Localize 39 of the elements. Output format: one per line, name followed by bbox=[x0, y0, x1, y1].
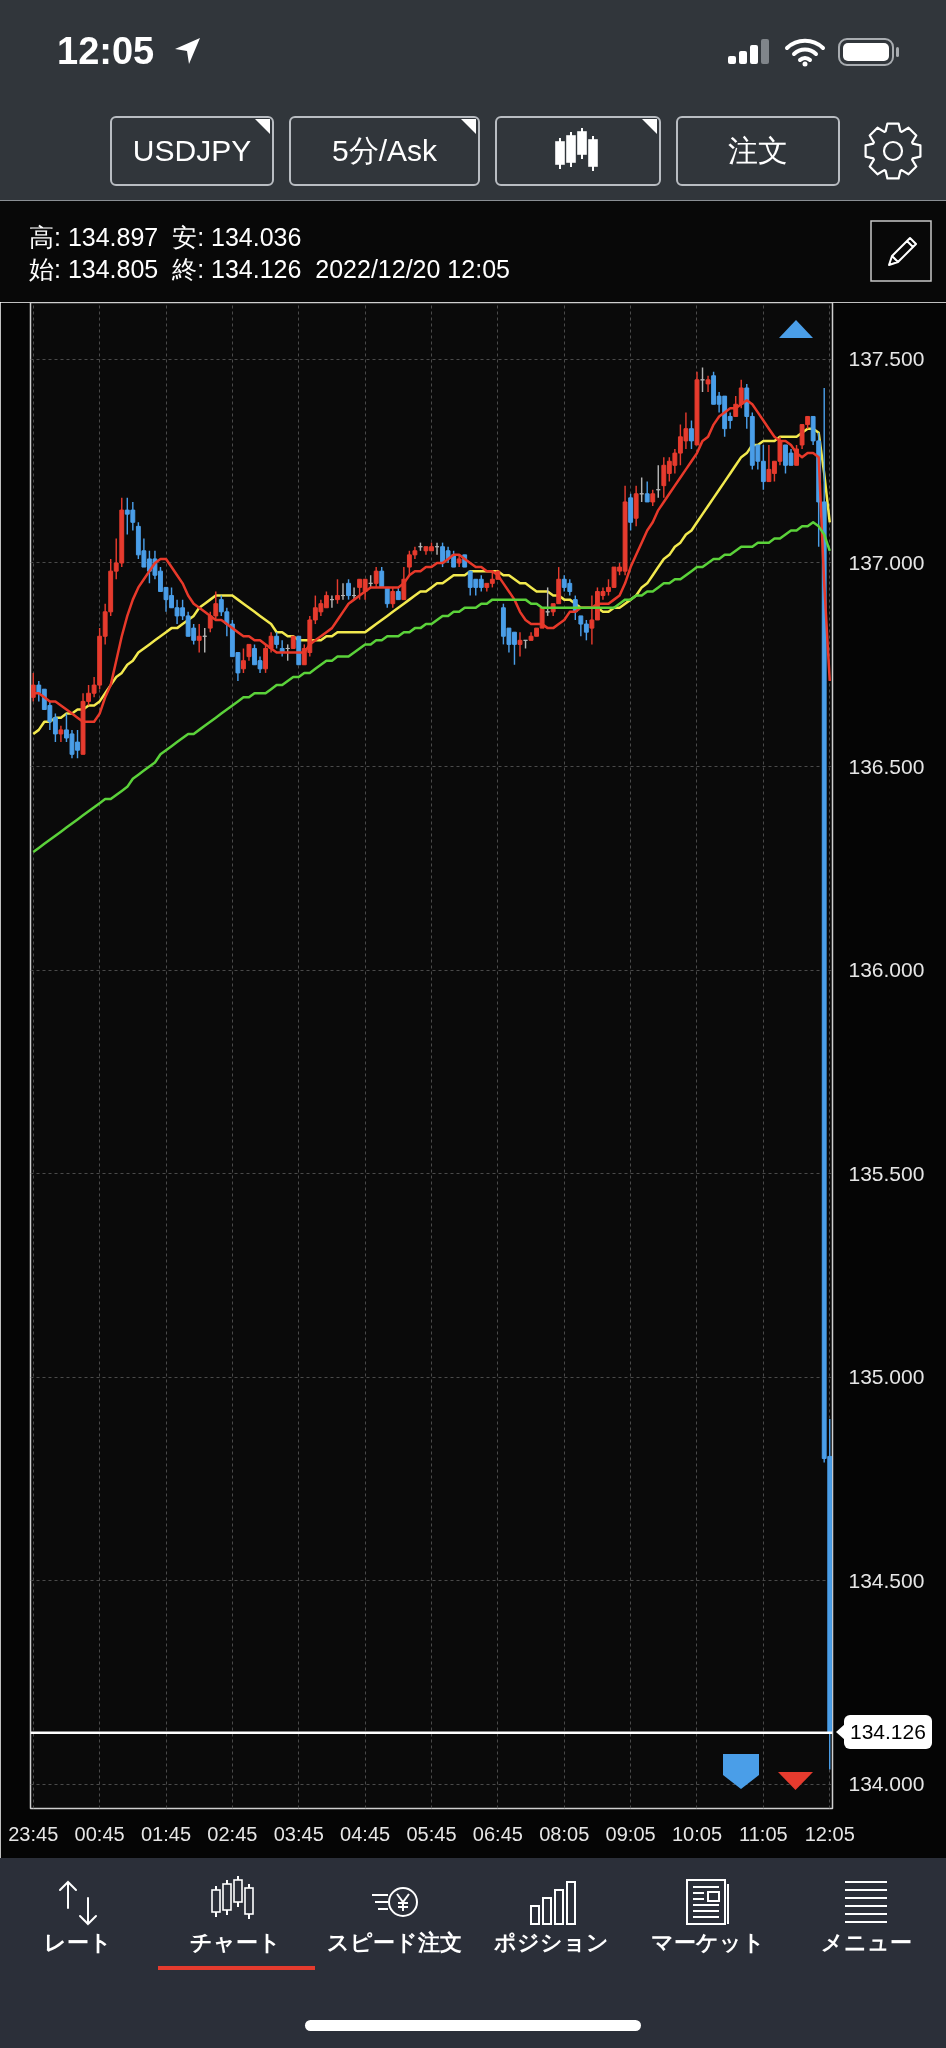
x-tick-label: 23:45 bbox=[8, 1822, 59, 1845]
y-tick-label: 134.000 bbox=[848, 1772, 925, 1796]
candlestick bbox=[517, 632, 523, 657]
y-tick-label: 136.000 bbox=[848, 958, 925, 982]
x-tick-label: 08:05 bbox=[539, 1822, 590, 1845]
x-tick-label: 00:45 bbox=[74, 1822, 125, 1845]
text: スピード注文 bbox=[325, 1929, 463, 1957]
y-tick-label: 136.500 bbox=[848, 754, 925, 778]
chart-subtitle: 5分/Ask bbox=[331, 132, 438, 169]
y-tick-label: 134.500 bbox=[848, 1568, 925, 1592]
button-symbol: USDJPY bbox=[110, 116, 274, 186]
text: 始: 134.805 終: 134.126 2022/12/20 12:05 bbox=[29, 254, 510, 284]
y-tick-label: 135.000 bbox=[848, 1365, 925, 1389]
chart-title: USDJPY bbox=[132, 132, 252, 169]
text: チャート bbox=[188, 1929, 282, 1957]
button-order: 注文 bbox=[676, 116, 840, 186]
x-tick-label: 03:45 bbox=[273, 1822, 324, 1845]
y-tick-label: 137.500 bbox=[848, 347, 925, 371]
text: 12:05 bbox=[57, 29, 155, 74]
x-tick-label: 01:45 bbox=[140, 1822, 192, 1845]
x-tick-label: 05:45 bbox=[406, 1822, 457, 1845]
candlestick bbox=[196, 624, 202, 653]
y-tick-label: 137.000 bbox=[848, 551, 925, 574]
text: ポジション bbox=[492, 1929, 610, 1957]
x-tick-label: 12:05 bbox=[804, 1822, 855, 1845]
x-tick-label: 02:45 bbox=[207, 1822, 258, 1845]
text: 高: 134.897 安: 134.036 bbox=[29, 222, 302, 252]
x-tick-label: 04:45 bbox=[340, 1822, 391, 1845]
x-tick-label: 09:05 bbox=[605, 1822, 656, 1845]
y-tick-label: 135.500 bbox=[848, 1161, 925, 1185]
x-tick-label: 11:05 bbox=[739, 1822, 788, 1845]
ref-line-label: 134.126 bbox=[844, 1715, 932, 1749]
x-tick-label: 10:05 bbox=[671, 1822, 723, 1845]
button-timeframe: 5分/Ask bbox=[289, 116, 480, 186]
text: マーケット bbox=[650, 1929, 766, 1957]
text: レート bbox=[43, 1929, 113, 1957]
line-series bbox=[32, 521, 831, 854]
text: メニュー bbox=[819, 1929, 913, 1957]
x-tick-label: 06:45 bbox=[472, 1822, 523, 1845]
